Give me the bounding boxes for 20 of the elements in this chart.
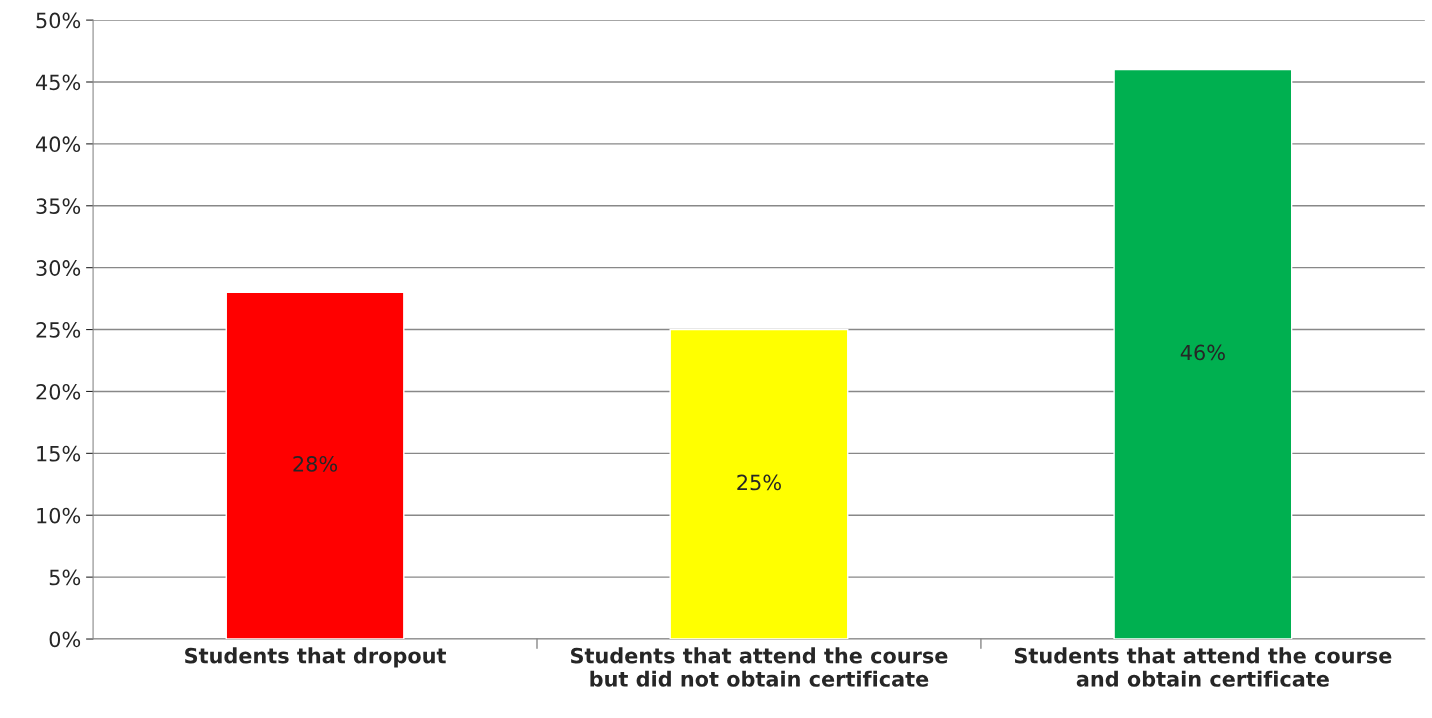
x-tick-label: Students that attend the course but did not obtain certificate xyxy=(571,647,948,687)
data-label: 28% xyxy=(293,456,338,472)
y-tick-label: 40% xyxy=(35,136,81,153)
y-tick-label: 15% xyxy=(37,445,81,462)
bar xyxy=(225,291,405,640)
y-tick-label: 5% xyxy=(49,569,81,586)
y-tick-label: 25% xyxy=(36,322,81,338)
y-tick-label: 10% xyxy=(37,507,81,524)
y-tick-label: 30% xyxy=(36,260,81,276)
y-tick-label: 20% xyxy=(36,383,81,400)
x-tick-label: Students that dropout xyxy=(185,647,446,668)
y-tick-label: 35% xyxy=(36,198,81,214)
y-tick-label: 50% xyxy=(36,12,81,29)
y-tick-label: 0% xyxy=(49,631,81,648)
bar xyxy=(1113,68,1293,640)
data-label: 46% xyxy=(1180,344,1225,361)
y-tick-label: 45% xyxy=(35,74,81,91)
data-label: 25% xyxy=(737,474,781,491)
x-tick-label: Students that attend the course and obtain certificate xyxy=(1014,647,1392,687)
bar xyxy=(669,328,849,640)
